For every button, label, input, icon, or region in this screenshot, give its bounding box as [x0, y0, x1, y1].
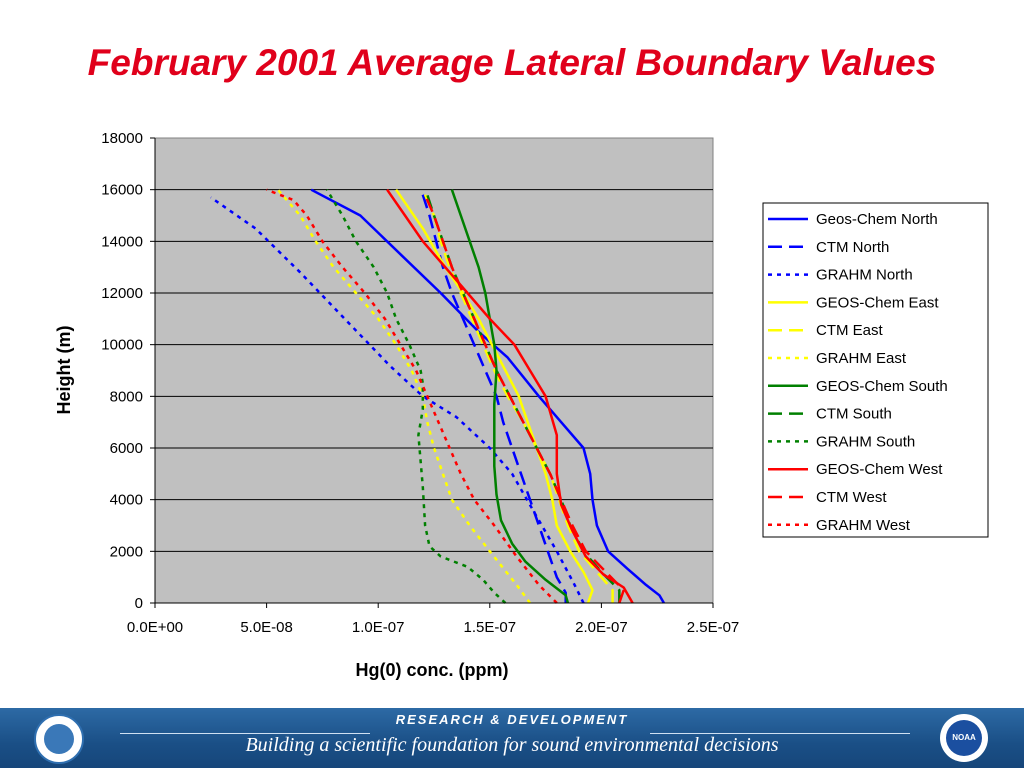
slide-title: February 2001 Average Lateral Boundary V… — [87, 42, 937, 83]
line-chart: 0 2000 4000 6000 8000 10000 12000 14000 16000 180… — [54, 130, 989, 680]
legend-label: GRAHM East — [816, 350, 907, 367]
legend-label: Geos-Chem North — [816, 211, 938, 228]
y-tick-label: 10000 — [101, 337, 143, 354]
y-tick-label: 0 — [135, 595, 143, 612]
y-tick-label: 18000 — [101, 130, 143, 147]
series-line — [325, 189, 507, 604]
legend-label: GEOS-Chem East — [816, 294, 939, 311]
series-line — [210, 196, 585, 604]
footer-tagline: Building a scientific foundation for sou… — [245, 734, 779, 756]
x-tick-label: 1.5E-07 — [464, 619, 517, 636]
legend-label: CTM West — [816, 489, 887, 506]
y-tick-label: 6000 — [110, 440, 143, 457]
legend-label: GRAHM South — [816, 433, 915, 450]
y-tick-label: 14000 — [101, 233, 143, 250]
legend-label: GRAHM West — [816, 517, 911, 534]
legend-label: GEOS-Chem West — [816, 461, 943, 478]
y-axis-ticks: 0 2000 4000 6000 8000 10000 12000 14000 16000 180… — [101, 130, 156, 612]
legend-label: CTM North — [816, 239, 889, 256]
y-tick-label: 16000 — [101, 182, 143, 199]
legend-label: GRAHM North — [816, 267, 913, 284]
gridlines — [155, 189, 713, 552]
series-line — [423, 194, 625, 604]
footer-heading: RESEARCH & DEVELOPMENT — [395, 712, 629, 727]
footer-rule-right — [650, 733, 910, 734]
footer-rule-left — [120, 733, 370, 734]
series-line — [266, 188, 558, 604]
y-tick-label: 4000 — [110, 492, 143, 509]
legend-label: CTM South — [816, 406, 892, 423]
legend-label: CTM East — [816, 322, 884, 339]
x-tick-label: 1.0E-07 — [352, 619, 405, 636]
plot-area — [154, 137, 714, 604]
series-lines — [210, 188, 665, 604]
y-tick-label: 8000 — [110, 388, 143, 405]
noaa-logo-text: NOAA — [946, 720, 982, 756]
x-tick-label: 2.0E-07 — [575, 619, 628, 636]
x-axis-ticks: 0.0E+00 5.0E-08 1.0E-07 1.5E-07 2.0E-07 2.5E-… — [127, 602, 740, 636]
series-line — [450, 189, 570, 604]
y-tick-label: 12000 — [101, 285, 143, 302]
footer-banner: RESEARCH & DEVELOPMENT Building a scient… — [0, 708, 1024, 768]
y-tick-label: 2000 — [110, 543, 143, 560]
x-tick-label: 0.0E+00 — [127, 619, 183, 636]
y-axis-title: Height (m) — [54, 326, 74, 415]
series-line — [276, 188, 532, 604]
series-line — [310, 188, 665, 604]
legend: Geos-Chem North CTM North GRAHM North GEOS-… — [762, 202, 989, 538]
legend-label: GEOS-Chem South — [816, 378, 948, 395]
epa-seal-logo — [34, 714, 84, 764]
x-tick-label: 2.5E-07 — [687, 619, 740, 636]
noaa-logo: NOAA — [940, 714, 988, 762]
series-line — [386, 188, 634, 604]
x-tick-label: 5.0E-08 — [240, 619, 293, 636]
x-axis-title: Hg(0) conc. (ppm) — [356, 660, 509, 680]
legend-box — [762, 202, 989, 538]
